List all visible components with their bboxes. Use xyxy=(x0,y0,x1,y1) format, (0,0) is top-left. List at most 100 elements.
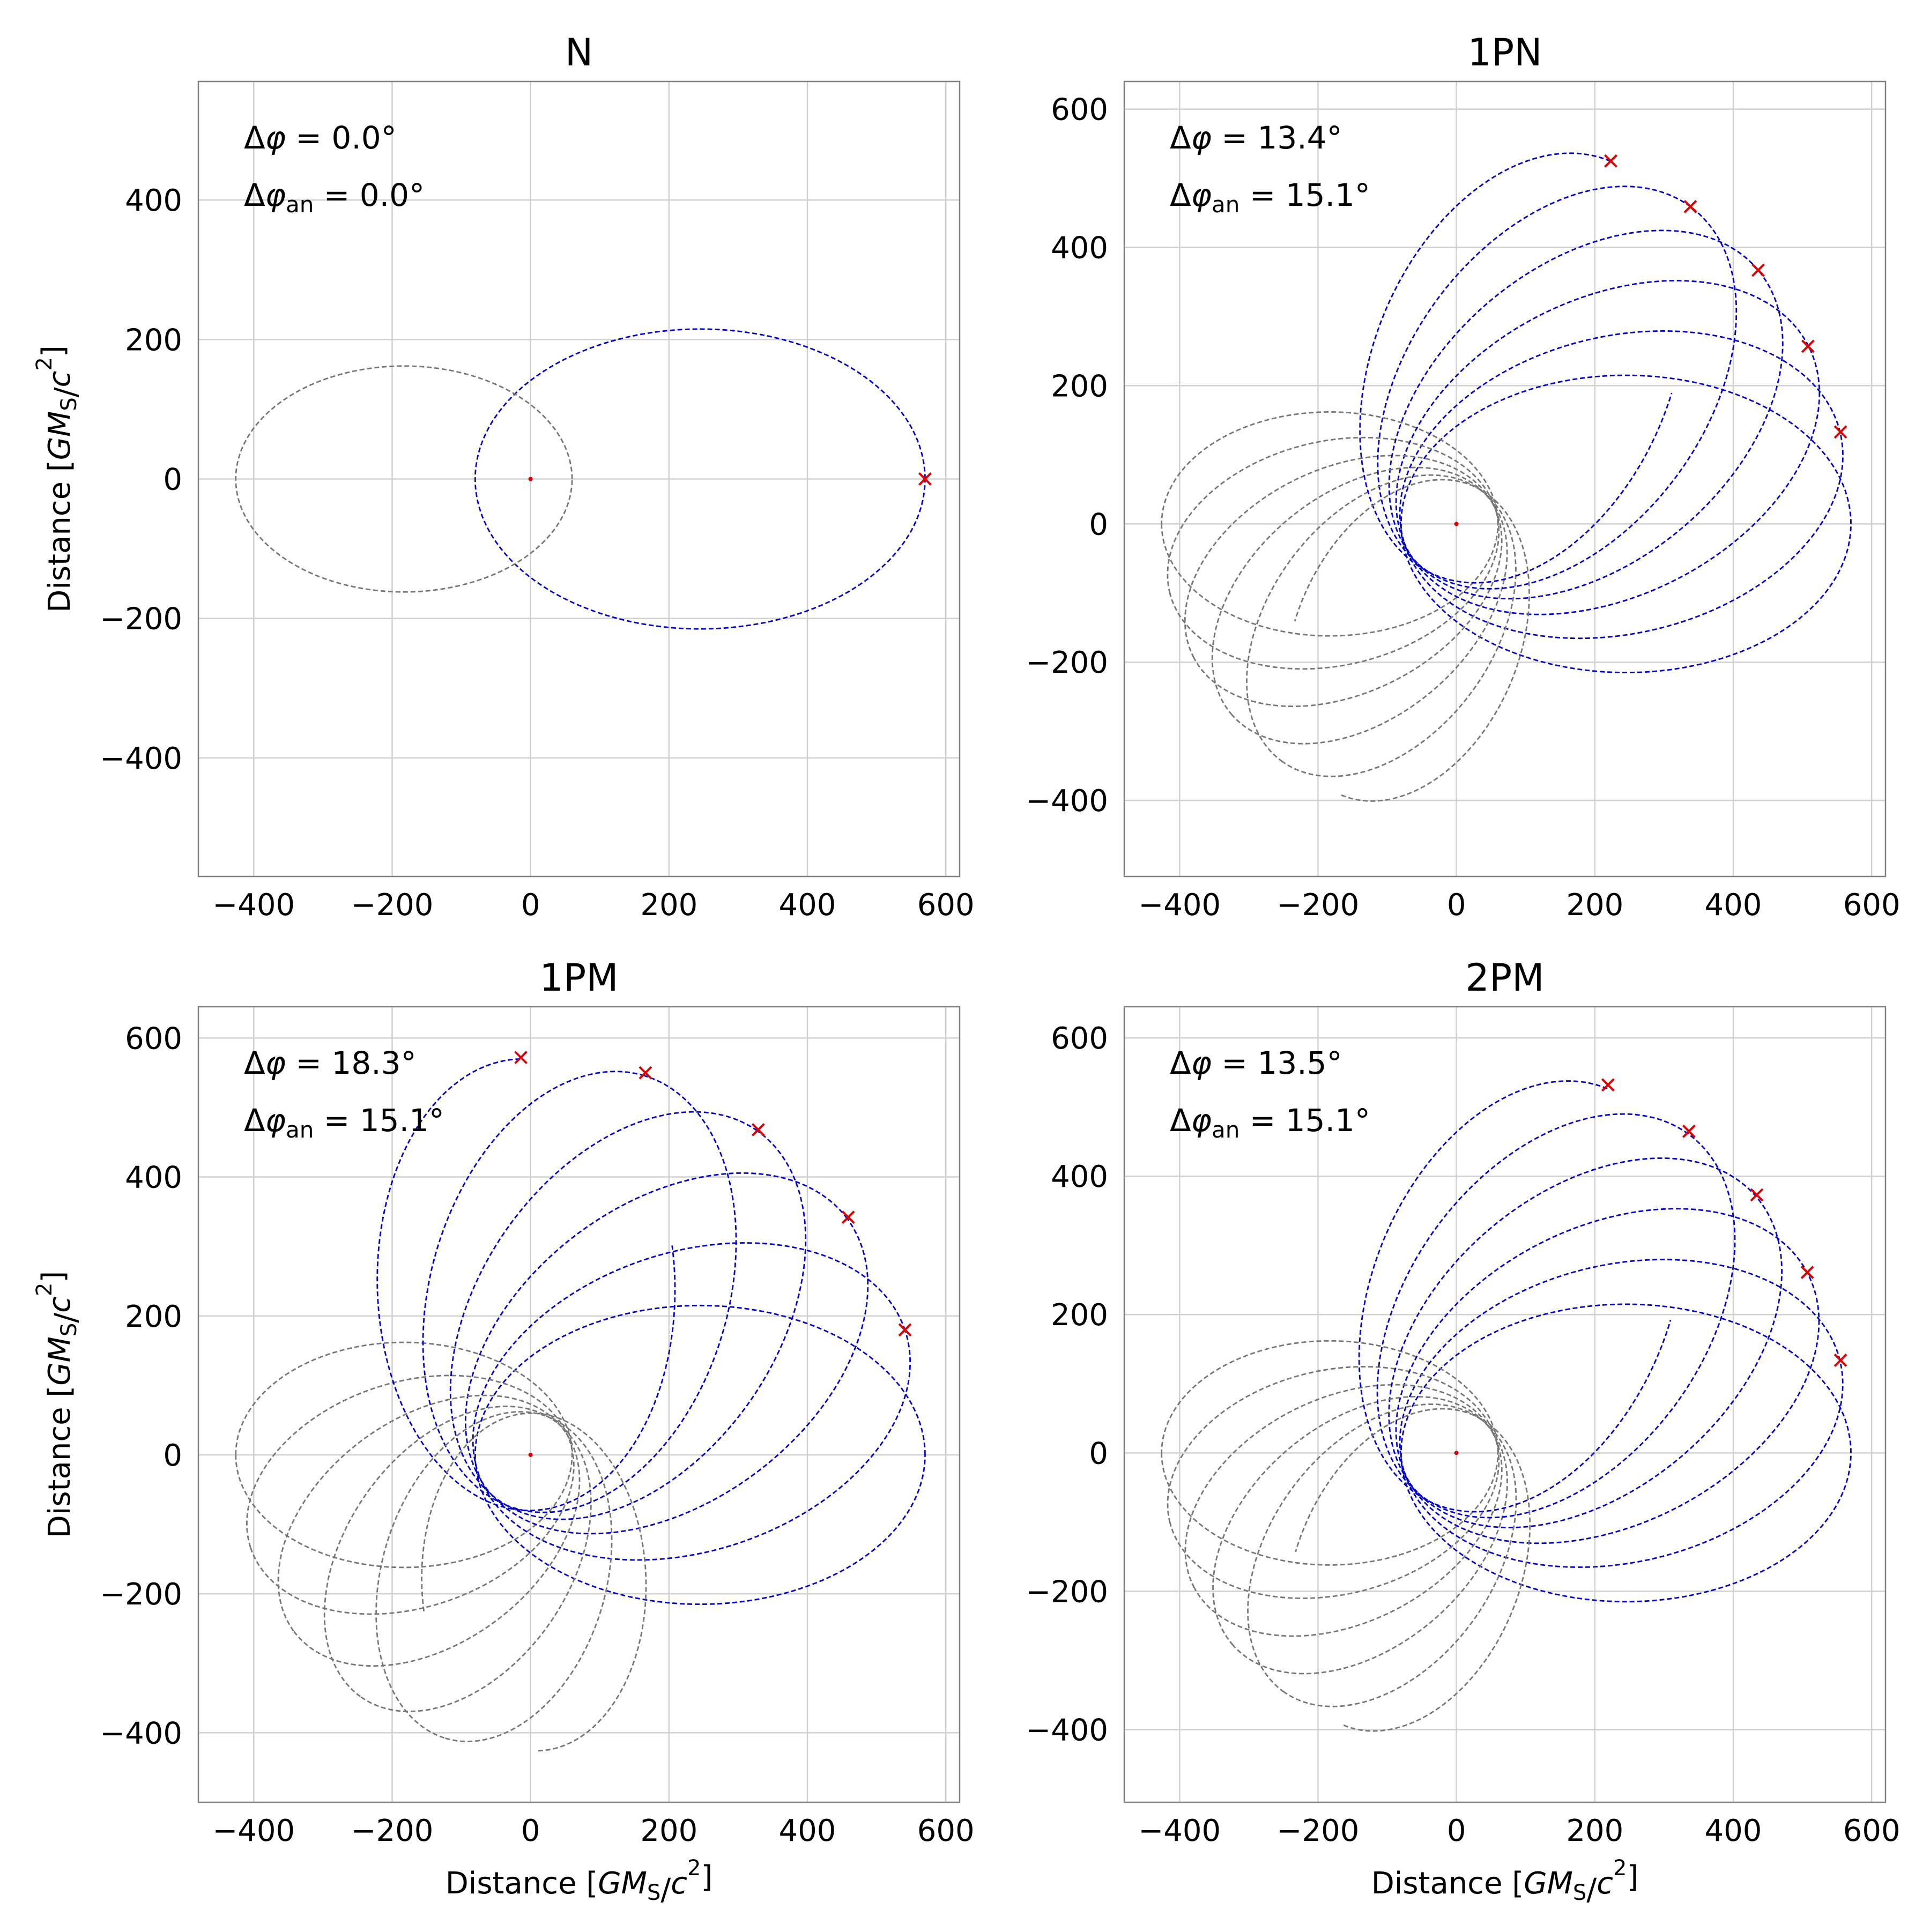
companion-orbit-line xyxy=(421,1412,647,1752)
delta-phi-an-label: Δφan = 15.1° xyxy=(244,1102,444,1143)
companion-orbit-line xyxy=(1167,1365,1500,1599)
y-tick-label: 600 xyxy=(1051,1021,1108,1056)
y-tick-label: 0 xyxy=(1089,507,1108,542)
x-tick-label: 400 xyxy=(779,888,836,923)
periapsis-marker xyxy=(1683,199,1697,213)
y-axis-label: Distance [GMS/c2] xyxy=(32,1271,84,1539)
periapsis-marker xyxy=(514,1051,528,1065)
central-mass-dot xyxy=(528,1452,533,1457)
panel-title: 1PM xyxy=(539,956,618,1000)
x-tick-label: 0 xyxy=(1447,888,1466,923)
plot-area xyxy=(235,1051,926,1752)
x-tick-label: 200 xyxy=(640,888,697,923)
x-tick-label: −400 xyxy=(1138,1814,1221,1848)
panel-2pm: −400 −200 0 200 400 600 −400 −200 0 200 400 600 2PM Δ… xyxy=(1026,956,1900,1907)
y-tick-label: 400 xyxy=(125,183,182,218)
orbit-line xyxy=(1377,185,1738,590)
x-tick-label: 600 xyxy=(1843,1814,1901,1848)
y-tick-label: 0 xyxy=(163,463,182,497)
y-tick-label: −200 xyxy=(1026,645,1108,680)
orbit-line xyxy=(1359,152,1673,584)
x-tick-label: −200 xyxy=(351,1814,434,1848)
central-mass-dot xyxy=(1454,1451,1459,1455)
companion-orbit-line xyxy=(1212,1396,1508,1675)
periapsis-marker xyxy=(1800,1266,1814,1279)
y-tick-label: −400 xyxy=(1026,784,1108,819)
periapsis-marker xyxy=(1834,1353,1847,1367)
x-tick-label: 400 xyxy=(779,1814,836,1848)
companion-orbit-line xyxy=(323,1406,592,1713)
orbit-line xyxy=(449,1111,807,1520)
y-axis-label: Distance [GMS/c2] xyxy=(32,345,84,613)
periapsis-marker xyxy=(1801,339,1815,353)
periapsis-marker xyxy=(1601,1078,1615,1092)
y-tick-label: 200 xyxy=(1051,1298,1108,1333)
y-tick-label: −200 xyxy=(1026,1574,1108,1609)
x-axis-label: Distance [GMS/c2] xyxy=(1371,1856,1639,1907)
y-tick-label: 600 xyxy=(125,1021,182,1056)
x-tick-label: −200 xyxy=(1277,1814,1360,1848)
x-tick-label: 600 xyxy=(1843,888,1901,923)
panel-1pn: −400 −200 0 200 400 600 −400 −200 0 200 400 600 1PN Δ… xyxy=(1026,31,1900,923)
companion-orbit-line xyxy=(1167,436,1500,670)
y-tick-label: −400 xyxy=(1026,1713,1108,1748)
periapsis-marker xyxy=(1682,1124,1696,1138)
x-tick-label: 600 xyxy=(917,888,975,923)
y-tick-label: 0 xyxy=(163,1438,182,1473)
y-tick-label: 0 xyxy=(1089,1436,1108,1471)
x-tick-label: 0 xyxy=(521,888,540,923)
periapsis-marker xyxy=(1834,425,1847,439)
x-tick-label: 400 xyxy=(1705,1814,1762,1848)
orbit-line xyxy=(474,1304,926,1606)
y-tick-label: −400 xyxy=(100,1716,182,1751)
delta-phi-label: Δφ = 13.4° xyxy=(1170,120,1342,156)
axes-frame xyxy=(197,1006,961,1803)
companion-orbit-line xyxy=(1246,474,1517,777)
orbit-line xyxy=(1358,1080,1672,1513)
companion-orbit-line xyxy=(1184,1384,1503,1637)
x-tick-label: 200 xyxy=(1566,1814,1623,1848)
companion-orbit-line xyxy=(1161,411,1499,637)
companion-orbit-line xyxy=(1161,1340,1499,1566)
companion-orbit-line xyxy=(246,1374,575,1615)
companion-orbit-line xyxy=(1294,479,1530,802)
panel-title: N xyxy=(565,31,593,75)
axes-frame xyxy=(1123,1006,1887,1803)
x-tick-label: 0 xyxy=(521,1814,540,1848)
x-tick-label: 200 xyxy=(640,1814,697,1848)
companion-orbit-line xyxy=(1295,1408,1531,1732)
y-tick-label: −400 xyxy=(100,741,182,776)
x-tick-label: 600 xyxy=(917,1814,975,1848)
y-tick-label: −200 xyxy=(100,602,182,637)
y-tick-label: 200 xyxy=(125,1299,182,1334)
orbit-line xyxy=(464,1172,869,1535)
periapsis-marker xyxy=(841,1210,855,1224)
companion-orbit-line xyxy=(1211,466,1508,745)
orbit-line xyxy=(1400,374,1852,674)
y-tick-label: 200 xyxy=(125,323,182,358)
axes-frame xyxy=(1123,80,1887,878)
y-tick-label: 600 xyxy=(1051,93,1108,128)
x-axis-label: Distance [GMS/c2] xyxy=(446,1856,713,1907)
companion-orbit-line xyxy=(235,365,573,593)
delta-phi-an-label: Δφan = 0.0° xyxy=(244,177,425,218)
x-tick-label: 0 xyxy=(1447,1814,1466,1848)
plot-area xyxy=(235,328,932,630)
x-tick-label: −400 xyxy=(212,888,295,923)
orbit-line xyxy=(1388,229,1784,600)
x-tick-label: 200 xyxy=(1566,888,1623,923)
companion-orbit-line xyxy=(1184,455,1503,708)
delta-phi-label: Δφ = 13.5° xyxy=(1170,1045,1342,1081)
x-tick-label: −400 xyxy=(1138,888,1221,923)
central-mass-dot xyxy=(528,477,533,481)
companion-orbit-line xyxy=(277,1394,581,1667)
panel-title: 1PN xyxy=(1467,31,1542,75)
y-tick-label: 400 xyxy=(1051,231,1108,265)
panel-1pm: −400 −200 0 200 400 600 −400 −200 0 200 400 600 1PM Δ… xyxy=(32,956,975,1907)
periapsis-marker xyxy=(898,1323,912,1337)
periapsis-marker xyxy=(639,1066,652,1080)
x-tick-label: −200 xyxy=(1277,888,1360,923)
plot-area xyxy=(1161,152,1852,802)
